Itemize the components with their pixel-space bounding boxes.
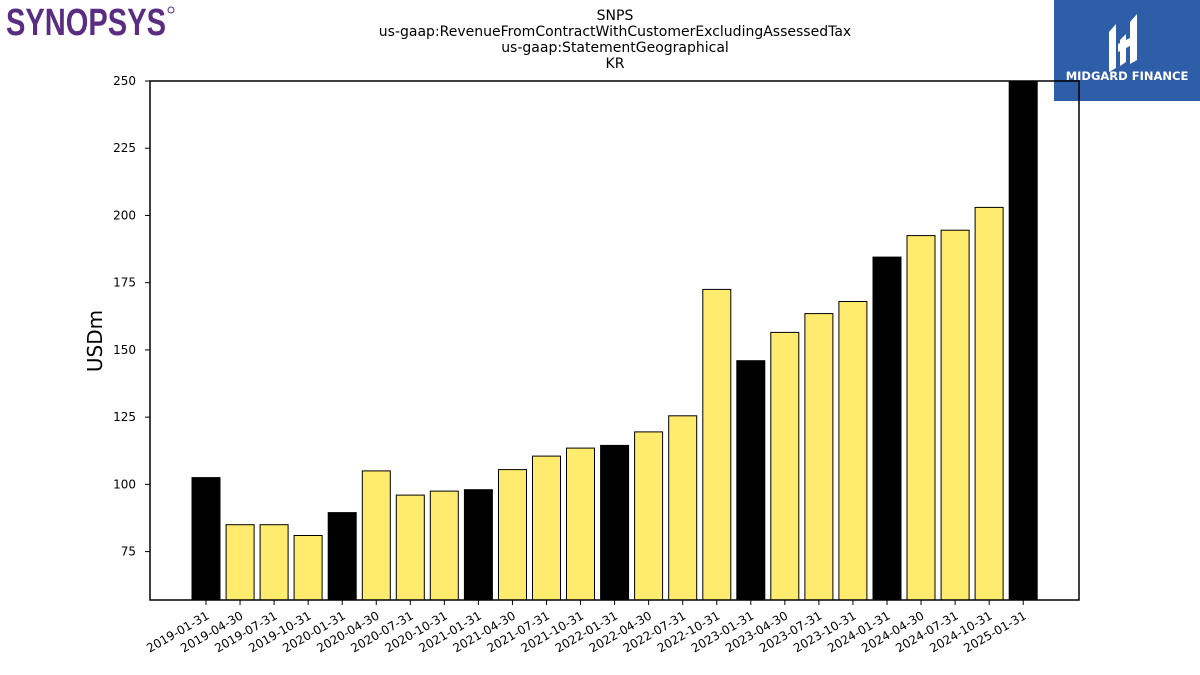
plot-frame xyxy=(149,80,1080,601)
bar-2023-10-31 xyxy=(838,301,868,601)
bar-2020-10-31 xyxy=(429,490,459,601)
bar-2022-04-30 xyxy=(634,431,664,601)
registered-mark-icon xyxy=(167,6,175,14)
y-tick-label: 150 xyxy=(113,343,136,357)
bar-2021-04-30 xyxy=(498,469,527,601)
bar-2019-04-30 xyxy=(225,524,255,601)
bar-2019-10-31 xyxy=(293,535,323,601)
bar-2024-07-31 xyxy=(940,229,970,601)
y-tick-label: 225 xyxy=(113,141,136,155)
title-line-concept: us-gaap:RevenueFromContractWithCustomerE… xyxy=(378,24,852,40)
y-tick-label: 100 xyxy=(113,477,136,491)
bar-2023-01-31 xyxy=(736,360,766,601)
bar-2020-04-30 xyxy=(361,470,391,601)
bar-2021-07-31 xyxy=(532,455,561,601)
bar-2024-01-31 xyxy=(872,256,902,601)
bar-2020-01-31 xyxy=(327,512,357,601)
synopsys-logo: SYNOPSYS xyxy=(4,2,179,48)
bar-2022-01-31 xyxy=(600,444,630,601)
title-line-ticker: SNPS xyxy=(596,8,634,24)
bar-2024-04-30 xyxy=(906,235,936,601)
synopsys-logo-text: SYNOPSYS xyxy=(6,2,166,44)
bar-2021-10-31 xyxy=(566,447,595,601)
title-line-member: KR xyxy=(605,56,625,72)
bar-2020-07-31 xyxy=(395,494,425,601)
y-tick-label: 125 xyxy=(113,410,136,424)
bar-2019-07-31 xyxy=(259,524,289,601)
chart-title: SNPS us-gaap:RevenueFromContractWithCust… xyxy=(315,8,915,72)
y-tick-label: 75 xyxy=(121,545,136,559)
bar-2023-07-31 xyxy=(804,313,834,601)
bars-group xyxy=(191,80,1038,601)
bar-2019-01-31 xyxy=(191,477,221,601)
y-axis: 75 100 125 150 175 200 225 250 xyxy=(113,74,150,559)
midgard-logo-text: MIDGARD FINANCE xyxy=(1066,69,1189,83)
midgard-mark-icon xyxy=(1109,14,1137,72)
bar-2023-04-30 xyxy=(770,331,800,601)
bar-2025-01-31 xyxy=(1008,80,1038,601)
bar-2022-10-31 xyxy=(702,288,732,601)
bar-2022-07-31 xyxy=(668,415,698,601)
title-line-axis: us-gaap:StatementGeographical xyxy=(501,40,729,56)
bar-2021-01-31 xyxy=(463,489,493,601)
y-axis-label: USDm xyxy=(83,310,107,372)
bar-2024-10-31 xyxy=(974,206,1004,601)
y-tick-label: 250 xyxy=(113,74,136,88)
y-tick-label: 200 xyxy=(113,208,136,222)
x-axis: 2019-01-312019-04-302019-07-312019-10-31… xyxy=(144,600,1029,655)
y-tick-label: 175 xyxy=(113,276,136,290)
